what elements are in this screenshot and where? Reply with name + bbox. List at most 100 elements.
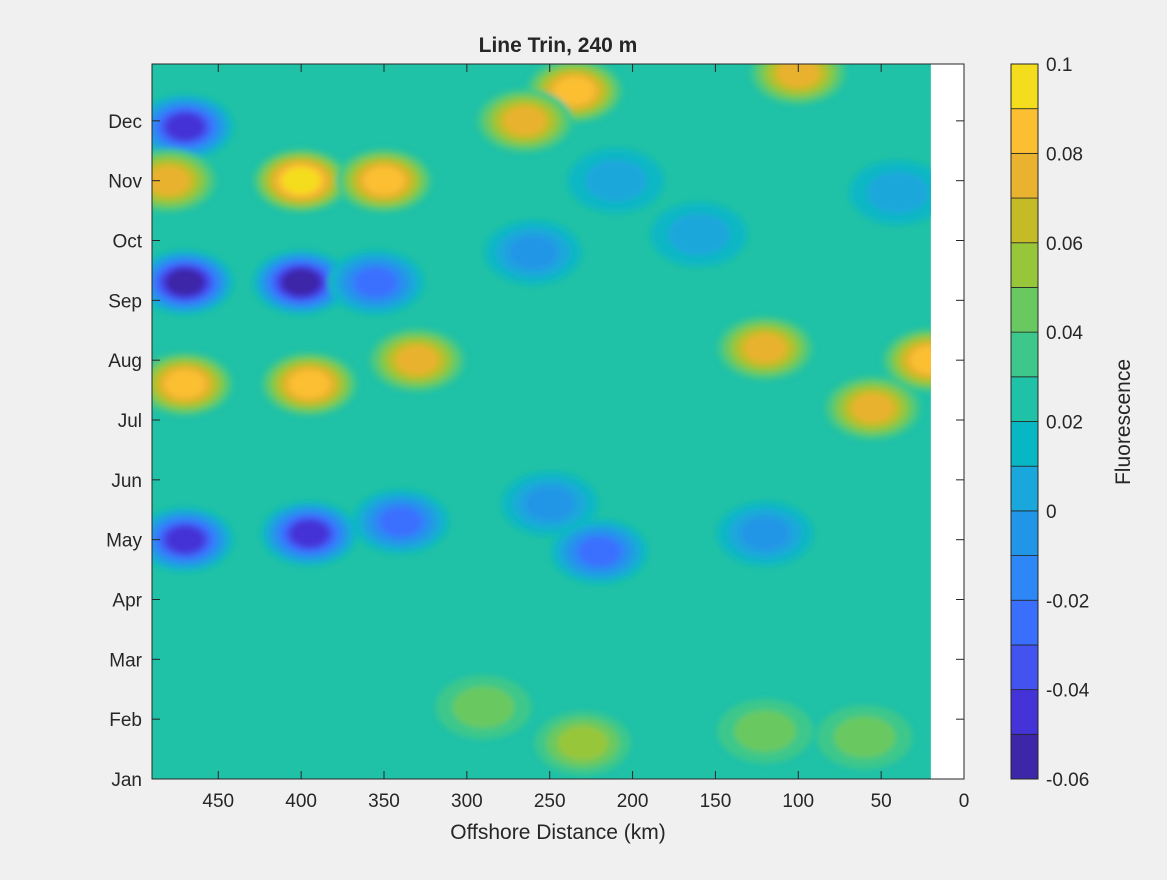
contour-feature: [551, 519, 648, 584]
colorbar-swatch: [1010, 599, 1039, 646]
contour-feature: [816, 705, 913, 770]
x-tick-label: 400: [285, 791, 317, 812]
contour-feature: [849, 160, 931, 225]
contour-feature: [369, 328, 466, 393]
colorbar-swatch: [1010, 331, 1039, 378]
contour-feature: [534, 711, 631, 776]
colorbar-swatch: [1010, 421, 1039, 467]
contour-ring: [504, 106, 546, 136]
contour-ring: [557, 725, 609, 761]
colorbar-swatch: [1010, 242, 1039, 288]
colorbar-tick-label: -0.06: [1046, 770, 1089, 791]
colorbar-tick-label: 0: [1046, 502, 1057, 523]
contour-ring: [166, 526, 204, 553]
y-tick-label: Feb: [109, 710, 142, 731]
contour-ring: [734, 710, 797, 753]
colorbar-swatch: [1010, 465, 1039, 512]
x-tick-label: 350: [368, 791, 400, 812]
colorbar-tick-label: -0.02: [1046, 591, 1089, 612]
colorbar-swatch: [1010, 555, 1039, 601]
colorbar-tick-label: 0.04: [1046, 323, 1083, 344]
x-tick-label: 100: [782, 791, 814, 812]
x-tick-label: 450: [202, 791, 234, 812]
colorbar-swatch: [1010, 152, 1039, 199]
colorbar-swatch: [1010, 287, 1039, 333]
contour-ring: [166, 269, 204, 296]
contour-ring: [507, 235, 559, 270]
colorbar-tick-label: 0.08: [1046, 144, 1083, 165]
contour-ring: [354, 267, 397, 297]
contour-feature: [152, 507, 234, 572]
contour-feature: [253, 148, 350, 213]
contour-ring: [744, 333, 786, 363]
contour-feature: [152, 352, 234, 417]
contour-ring: [152, 166, 190, 196]
contour-ring: [585, 159, 647, 202]
contour-feature: [824, 376, 921, 441]
contour-feature: [152, 250, 234, 315]
contour-feature: [568, 148, 664, 213]
colorbar-tick-label: 0.06: [1046, 234, 1083, 255]
x-tick-label: 150: [700, 791, 732, 812]
contour-feature: [253, 250, 350, 315]
contour-feature: [882, 328, 931, 393]
axes-box: [151, 63, 965, 780]
y-tick-label: Dec: [108, 112, 142, 133]
contour-feature: [336, 148, 432, 213]
contour-ring: [578, 537, 621, 567]
y-tick-label: Nov: [108, 172, 142, 193]
colorbar-swatch: [1010, 689, 1039, 735]
colorbar-swatch: [1010, 644, 1039, 691]
contour-feature: [352, 489, 449, 554]
contour-ring: [777, 64, 820, 88]
contour-ring: [911, 346, 931, 374]
contour-feature: [717, 699, 814, 764]
x-tick-label: 300: [451, 791, 483, 812]
contour-ring: [290, 520, 329, 547]
x-axis-ticks: 450 400 350 300 250 200 150 100 50 0: [202, 64, 969, 812]
y-tick-label: Jan: [111, 770, 142, 791]
contour-feature: [476, 88, 573, 153]
colorbar-swatch: [1010, 108, 1039, 154]
colorbar-swatch: [1010, 733, 1039, 780]
contour-ring: [524, 486, 576, 522]
colorbar-frame: [1010, 63, 1039, 780]
contour-feature: [261, 501, 358, 566]
colorbar-tick-label: -0.04: [1046, 681, 1090, 702]
y-tick-label: Sep: [108, 291, 142, 312]
y-tick-label: Oct: [112, 232, 142, 253]
contour-ring: [289, 370, 330, 398]
x-tick-label: 50: [871, 791, 892, 812]
colorbar-swatch: [1010, 197, 1039, 244]
contour-ring: [282, 167, 320, 194]
y-axis-ticks: Jan Feb Mar Apr May Jun Jul Aug Sep Oct Nov Dec: [106, 112, 964, 791]
contour-ring: [667, 213, 730, 256]
x-tick-label: 200: [617, 791, 649, 812]
x-tick-label: 250: [534, 791, 566, 812]
contour-ring: [282, 269, 320, 296]
contour-ring: [739, 516, 791, 552]
contour-feature: [261, 352, 358, 417]
y-tick-label: Aug: [108, 351, 142, 372]
contour-ring: [852, 393, 894, 423]
contour-feature: [435, 675, 532, 740]
colorbar-tick-label: 0.1: [1046, 55, 1072, 76]
contour-ring: [364, 167, 404, 195]
contour-ring: [379, 507, 422, 537]
contour-ring: [165, 370, 205, 398]
contour-ring: [866, 171, 929, 214]
contour-feature: [485, 220, 582, 285]
contour-feature: [152, 94, 234, 159]
y-tick-label: Apr: [112, 591, 142, 612]
contour-feature: [650, 202, 747, 267]
colorbar-swatch: [1010, 510, 1039, 556]
x-tick-label: 0: [959, 791, 970, 812]
y-tick-label: May: [106, 531, 142, 552]
colorbar-label: Fluorescence: [1112, 359, 1135, 485]
contour-feature: [152, 148, 217, 213]
colorbar-swatch: [1010, 376, 1039, 422]
y-tick-label: Jun: [111, 471, 142, 492]
chart-title: Line Trin, 240 m: [479, 34, 638, 57]
